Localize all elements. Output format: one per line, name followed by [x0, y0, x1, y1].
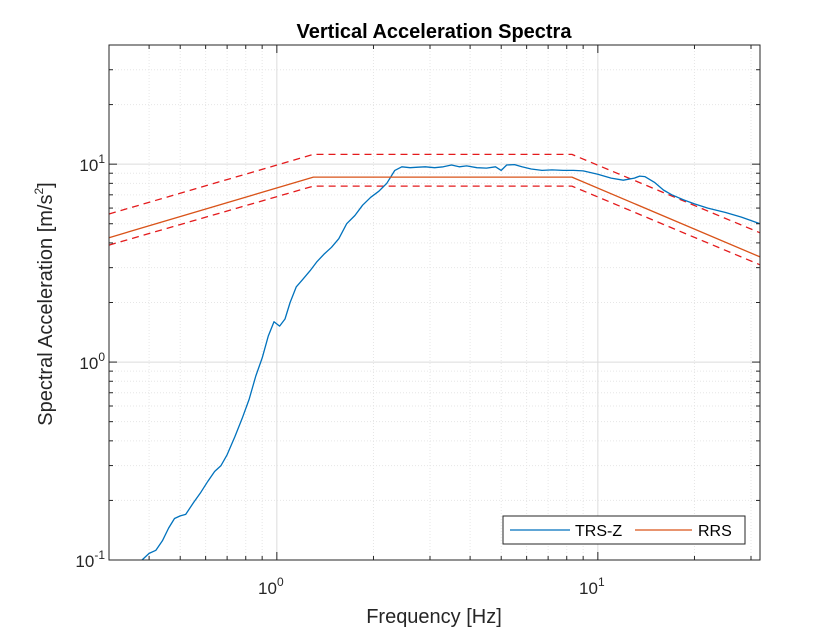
x-axis-label: Frequency [Hz]: [366, 606, 502, 628]
series-line-rrs: [108, 176, 761, 258]
y-tick-label: 10-1: [75, 548, 105, 571]
y-tick-label: 100: [79, 350, 105, 373]
y-tick-label-base: 10: [75, 552, 94, 571]
x-tick-label: 101: [579, 575, 605, 598]
y-axis-label-sup: 2: [32, 188, 46, 195]
chart-title: Vertical Acceleration Spectra: [297, 21, 573, 43]
y-axis-label-main: Spectral Acceleration [m/s: [35, 195, 57, 426]
series-layer: [108, 163, 761, 561]
rrs-lower-bound-line: [108, 185, 761, 266]
y-tick-label-base: 10: [79, 156, 98, 175]
y-axis-label-end: ]: [35, 182, 57, 188]
y-tick-label: 101: [79, 152, 105, 175]
x-tick-label-base: 10: [258, 579, 277, 598]
x-tick-label-exp: 0: [277, 575, 284, 589]
x-tick-label-base: 10: [579, 579, 598, 598]
legend-label-rrs: RRS: [698, 523, 732, 540]
y-tick-label-base: 10: [79, 354, 98, 373]
grid-layer: [108, 44, 760, 561]
y-tick-label-exp: 0: [98, 350, 105, 364]
legend: TRS-Z RRS: [502, 515, 746, 545]
y-axis-label: Spectral Acceleration [m/s2]: [32, 182, 57, 425]
x-tick-label: 100: [258, 575, 284, 598]
rrs-band-layer: [108, 153, 761, 266]
y-tick-label-exp: 1: [98, 152, 105, 166]
y-tick-label-exp: -1: [94, 548, 105, 562]
rrs-upper-bound-line: [108, 153, 761, 234]
legend-label-trs-z: TRS-Z: [575, 523, 622, 540]
x-tick-label-exp: 1: [598, 575, 605, 589]
series-line-trs-z: [141, 163, 761, 561]
